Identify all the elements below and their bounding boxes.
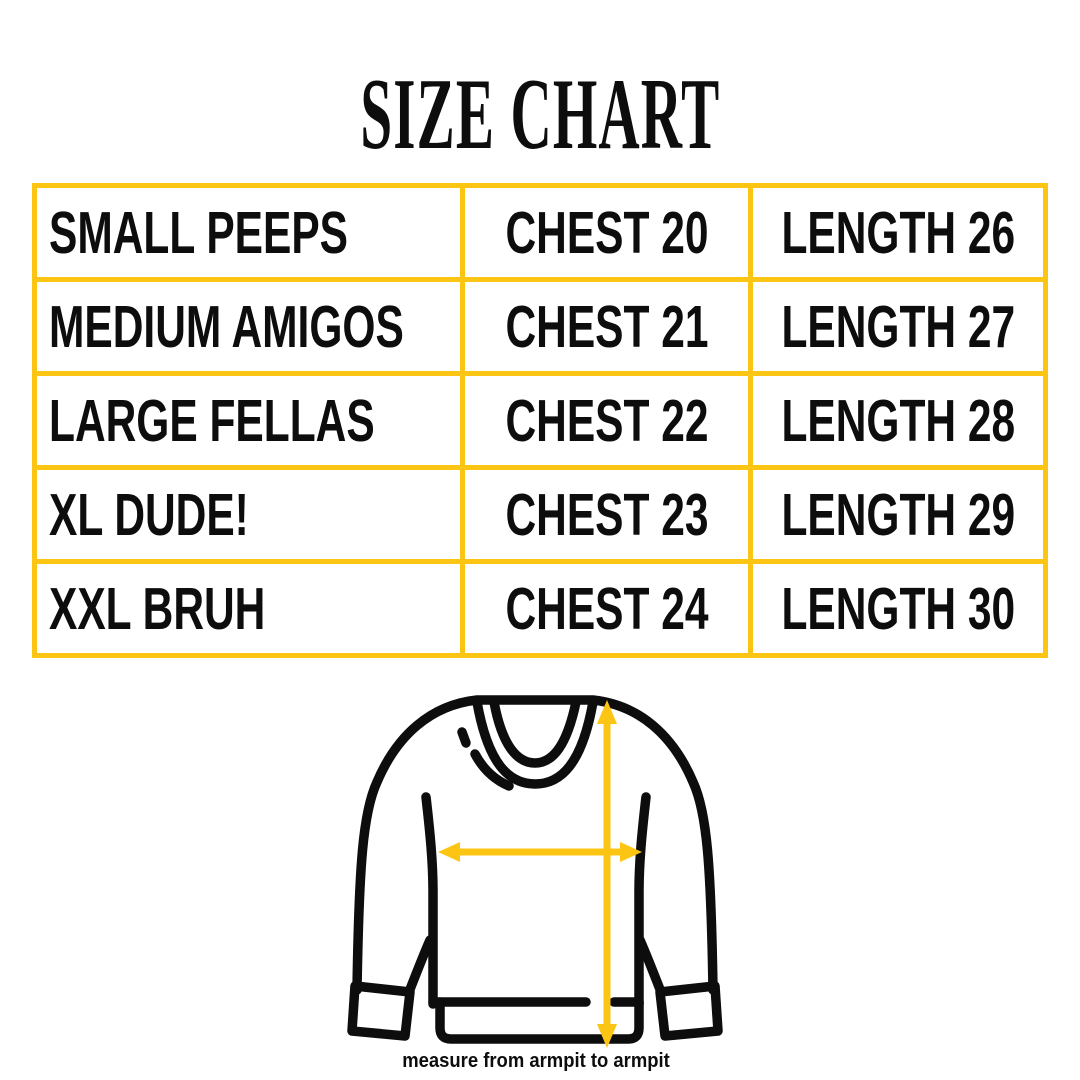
measure-caption: measure from armpit to armpit [402,1049,670,1072]
length-cell: LENGTH 26 [753,188,1043,277]
sweatshirt-icon [347,695,723,1048]
chest-cell: CHEST 23 [465,470,748,559]
length-cell: LENGTH 29 [753,470,1043,559]
page-title-text: SIZE CHART [360,58,720,171]
page-title: SIZE CHART [0,64,1080,166]
chest-width-arrow-icon [438,842,642,862]
length-cell: LENGTH 27 [753,282,1043,371]
chest-cell: CHEST 24 [465,564,748,653]
size-cell: MEDIUM AMIGOS [37,282,460,371]
size-chart-table: SMALL PEEPS CHEST 20 LENGTH 26 MEDIUM AM… [32,183,1048,658]
size-cell: SMALL PEEPS [37,188,460,277]
chest-cell: CHEST 22 [465,376,748,465]
size-cell: XXL BRUH [37,564,460,653]
length-cell: LENGTH 28 [753,376,1043,465]
chest-cell: CHEST 20 [465,188,748,277]
sweatshirt-figure: measure from armpit to armpit [330,680,770,1074]
length-cell: LENGTH 30 [753,564,1043,653]
length-arrow-icon [597,700,617,1048]
size-cell: LARGE FELLAS [37,376,460,465]
size-cell: XL DUDE! [37,470,460,559]
sweatshirt-outline-icon [347,695,723,1044]
chest-cell: CHEST 21 [465,282,748,371]
